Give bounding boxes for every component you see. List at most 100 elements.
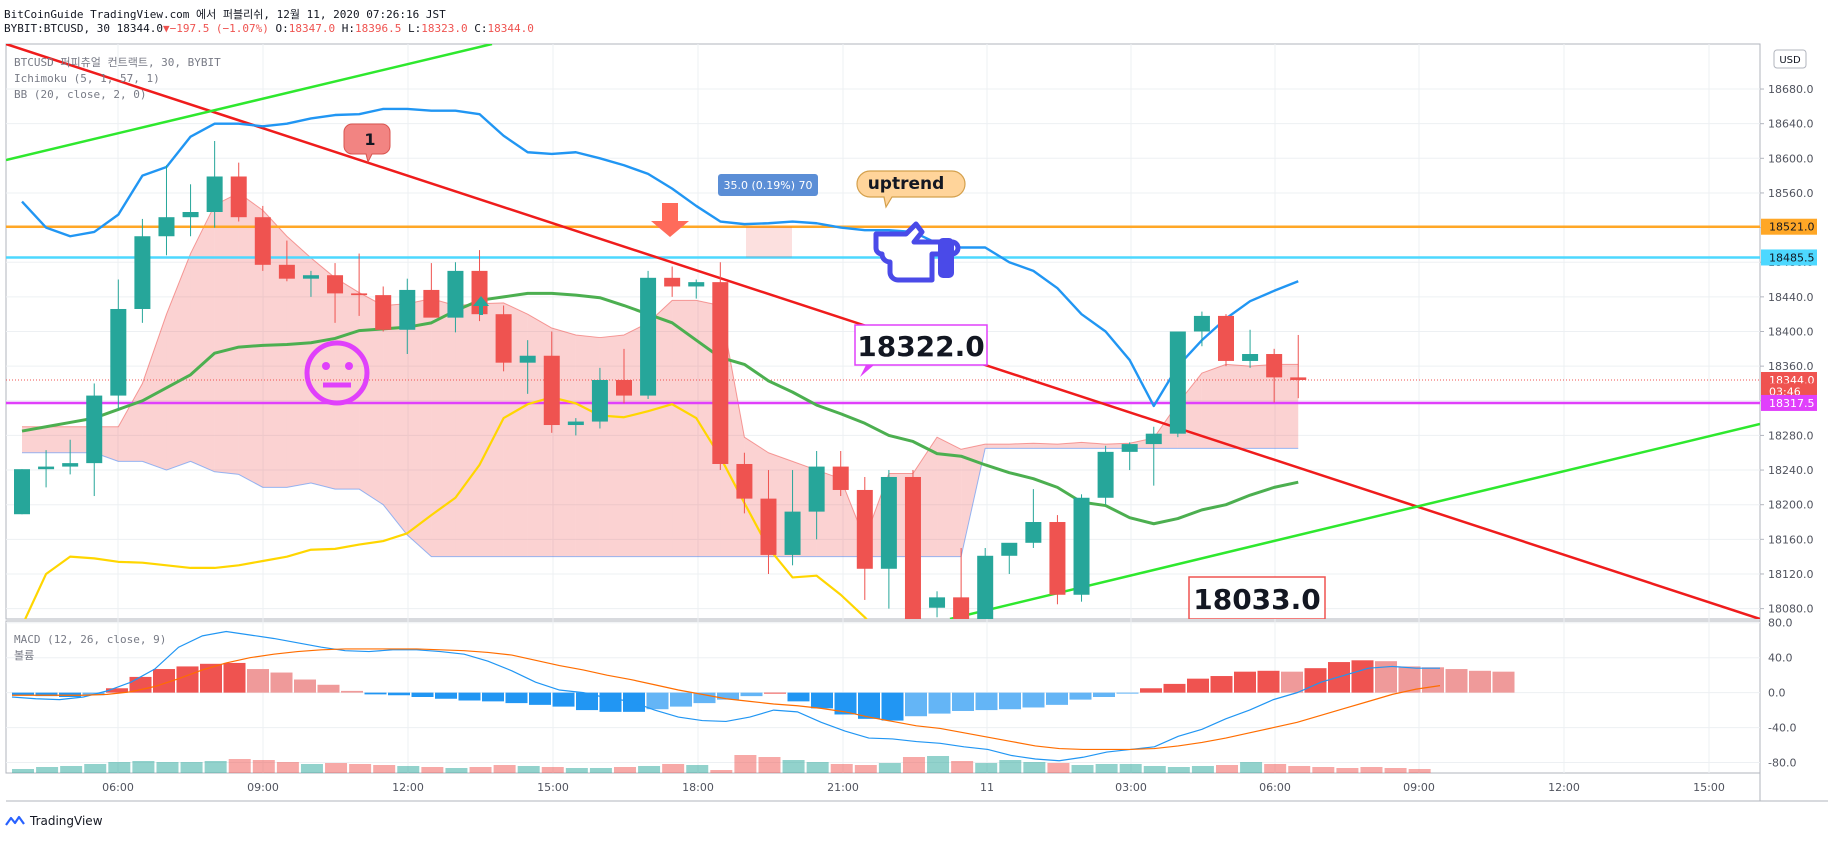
ichimoku-cloud-segment (286, 236, 311, 488)
ichimoku-cloud-segment (166, 253, 191, 471)
bb-upper-line (21, 107, 1299, 408)
macd-histogram-bar (1304, 668, 1327, 693)
ichimoku-cloud-segment (238, 192, 263, 488)
volume-bar (132, 761, 155, 773)
volume-bar (662, 764, 685, 773)
candle-up (182, 211, 199, 218)
macd-tick-label: -80.0 (1768, 757, 1796, 770)
ichimoku-cloud-segment (214, 192, 239, 475)
volume-bar (156, 762, 179, 773)
cloud-edge-b (22, 447, 1299, 558)
macd-histogram-bar (270, 672, 293, 693)
volume-bar (517, 766, 540, 773)
ichimoku-cloud-segment (1201, 364, 1226, 449)
macd-histogram-bar (764, 692, 786, 694)
callout-1-bubble (343, 123, 391, 164)
ichimoku-cloud-segment (479, 302, 504, 557)
price-axis-tag (1761, 249, 1817, 266)
x-tick-label: 15:00 (1693, 781, 1725, 794)
volume-bar (12, 769, 34, 773)
ichimoku-cloud-segment (22, 426, 47, 453)
ichimoku-cloud-segment (1250, 364, 1275, 449)
macd-histogram-bar (1492, 671, 1515, 693)
ichimoku-cloud-segment (1033, 443, 1058, 449)
volume-bar (999, 760, 1022, 773)
candle-up (977, 555, 994, 619)
volume-bar (493, 765, 516, 773)
candle-down (543, 355, 560, 426)
ichimoku-cloud-segment (527, 314, 552, 557)
volume-bar (902, 757, 925, 773)
macd-histogram-bar (176, 666, 199, 693)
candle-up (38, 466, 55, 470)
volume-bar (710, 770, 733, 773)
legend-ichimoku: Ichimoku (5, 1, 57, 1) (14, 72, 160, 85)
candle-down (953, 597, 970, 619)
candle-down (616, 379, 632, 396)
brand-name[interactable]: TradingView (30, 814, 103, 828)
ichimoku-cloud-segment (575, 334, 600, 557)
x-tick-label: 12:00 (1548, 781, 1580, 794)
candle-down (423, 289, 440, 318)
candle-down (664, 277, 681, 287)
candle-down (254, 217, 271, 265)
volume-bar (349, 764, 372, 773)
ohlc-high: 18396.5 (355, 22, 402, 35)
price-label-pointer (860, 365, 874, 377)
y-tick-label: 18080.0 (1768, 603, 1814, 616)
y-tick-label: 18640.0 (1768, 118, 1814, 131)
volume-bar (445, 768, 468, 773)
legend-macd: MACD (12, 26, close, 9) (14, 633, 166, 646)
candle-up (784, 511, 801, 555)
ohlc-low: 18323.0 (421, 22, 468, 35)
y-tick-label: 18600.0 (1768, 152, 1814, 165)
volume-bar (1216, 765, 1238, 773)
volume-bar (614, 767, 636, 773)
candle-down (230, 176, 247, 218)
volume-bar (589, 768, 612, 773)
macd-histogram-bar (294, 679, 316, 693)
macd-histogram-bar (12, 692, 34, 696)
macd-histogram-bar (881, 692, 904, 721)
candle-down (375, 295, 392, 330)
ichimoku-cloud-segment (1226, 364, 1251, 449)
candle-up (1145, 433, 1162, 445)
ichimoku-cloud-segment (455, 303, 480, 557)
legend-volume: 볼륨 (14, 649, 34, 662)
macd-histogram-bar (1069, 692, 1092, 700)
macd-line (11, 630, 1440, 762)
macd-histogram-bar (106, 688, 128, 693)
candle-down (712, 282, 729, 464)
volume-bar (300, 764, 323, 773)
candle-up (929, 597, 946, 608)
macd-histogram-bar (482, 692, 504, 702)
x-tick-label: 09:00 (1403, 781, 1435, 794)
candle-down (1049, 522, 1066, 595)
macd-histogram-bar (341, 690, 363, 693)
price-label-box-18033 (1188, 576, 1326, 619)
macd-histogram-bar (223, 662, 246, 693)
main-layer: 1 uptrend 35.0 (0.19%) 70 18322.0 18033.0 (6, 44, 1760, 619)
x-tick-label: 06:00 (1259, 781, 1291, 794)
candle-up (1025, 522, 1042, 543)
volume-bar (276, 762, 299, 773)
macd-histogram-bar (1281, 671, 1303, 693)
legend-symbol: BTCUSD 퍼피츄얼 컨트랙트, 30, BYBIT (14, 55, 221, 69)
footer: TradingView (4, 814, 103, 828)
ohlc-close-key: C: (474, 22, 488, 35)
pointing-hand-icon (873, 221, 961, 283)
ohlc-open-key: O: (275, 22, 289, 35)
macd-histogram-bar (247, 669, 269, 693)
candle-down (760, 498, 777, 555)
macd-histogram-bar (693, 692, 716, 704)
volume-bar (1023, 762, 1046, 773)
volume-bar (108, 762, 131, 773)
volume-bar (1240, 762, 1263, 773)
ichimoku-cloud-segment (190, 205, 215, 472)
candle-up (158, 217, 175, 237)
candle-down (856, 489, 873, 569)
ichimoku-cloud-segment (937, 437, 962, 557)
ichimoku-cloud-segment (431, 298, 456, 557)
volume-bar (686, 765, 709, 773)
